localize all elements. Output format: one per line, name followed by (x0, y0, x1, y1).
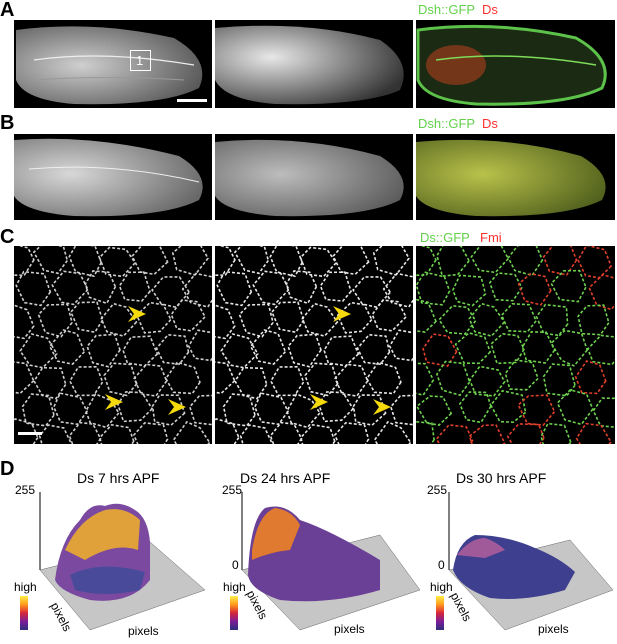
plot-1-y-max: 255 (15, 483, 36, 497)
panel-c-merge-green-label: Ds::GFP (420, 230, 470, 245)
panel-c-time: 24 hAPF (158, 230, 209, 245)
panel-b-left-label: Dsh::GFP (18, 116, 76, 131)
panel-c-fmi-image (14, 246, 212, 444)
panel-b-mid-label: Ds (218, 116, 234, 131)
panel-b-time: 30 hrs APF (134, 116, 199, 131)
plot-2-surface (241, 492, 420, 631)
arrowhead-icon (128, 306, 146, 322)
panel-letter-d: D (0, 458, 15, 480)
arrowhead-icon (168, 399, 186, 415)
panel-letter-b: B (0, 112, 15, 134)
panel-a-time: 24 hAPF (158, 2, 209, 17)
panel-a-merge-image (416, 20, 615, 108)
plot-1-title: Ds 7 hrs APF (77, 470, 160, 486)
panel-c-merge-red-label: Fmi (480, 230, 502, 245)
panel-b-merge-red-label: Ds (482, 116, 498, 131)
panel-c-merge-image (416, 246, 615, 444)
panel-b-merge-image (416, 134, 615, 220)
panel-letter-c: C (0, 226, 15, 248)
plot-1-cbar-label: high (14, 580, 37, 594)
plot-3-title: Ds 30 hrs APF (456, 470, 547, 486)
scale-bar-a (177, 99, 207, 102)
plot-2-y-min: 0 (232, 558, 239, 572)
plot-1-colorbar (20, 596, 28, 630)
plot-3-colorbar (436, 596, 444, 630)
plot-2-title: Ds 24 hrs APF (240, 470, 331, 486)
arrowhead-icon (373, 399, 391, 415)
arrowhead-icon (105, 394, 123, 410)
panel-a-ds-image (215, 20, 413, 108)
plot-2-axis-2: pixels (334, 622, 365, 636)
plot-2-y-max: 255 (222, 483, 243, 497)
region-box-1 (130, 50, 151, 71)
plot-3-surface (448, 492, 614, 631)
panel-b-ds-image (215, 134, 413, 220)
scale-bar-c (18, 432, 42, 435)
panel-a-merge-red-label: Ds (482, 2, 498, 17)
plot-3-axis-2: pixels (538, 622, 569, 636)
plot-3-y-max: 255 (427, 483, 448, 497)
plot-2-cbar-label: high (223, 580, 246, 594)
panel-a-left-label: Dsh::GFP (18, 2, 76, 17)
panel-a-merge-green-label: Dsh::GFP (418, 2, 476, 17)
plot-3-y-min: 0 (438, 558, 445, 572)
panel-b-dsh-gfp-image (14, 134, 212, 220)
arrowhead-icon (310, 394, 328, 410)
panel-c-left-label: Fmi (18, 230, 40, 245)
panel-b-merge-green-label: Dsh::GFP (418, 116, 476, 131)
plot-3-cbar-label: high (430, 580, 453, 594)
plot-2-colorbar (230, 596, 238, 630)
arrowhead-icon (333, 306, 351, 322)
panel-c-mid-label: Ds::GFP (218, 230, 268, 245)
region-box-label: 1 (136, 53, 144, 68)
panel-a-dsh-gfp-image (14, 20, 212, 108)
plot-1-axis-2: pixels (128, 624, 159, 638)
plot-1-surface (39, 492, 205, 631)
panel-a-mid-label: Ds (218, 2, 234, 17)
panel-letter-a: A (0, 0, 15, 21)
